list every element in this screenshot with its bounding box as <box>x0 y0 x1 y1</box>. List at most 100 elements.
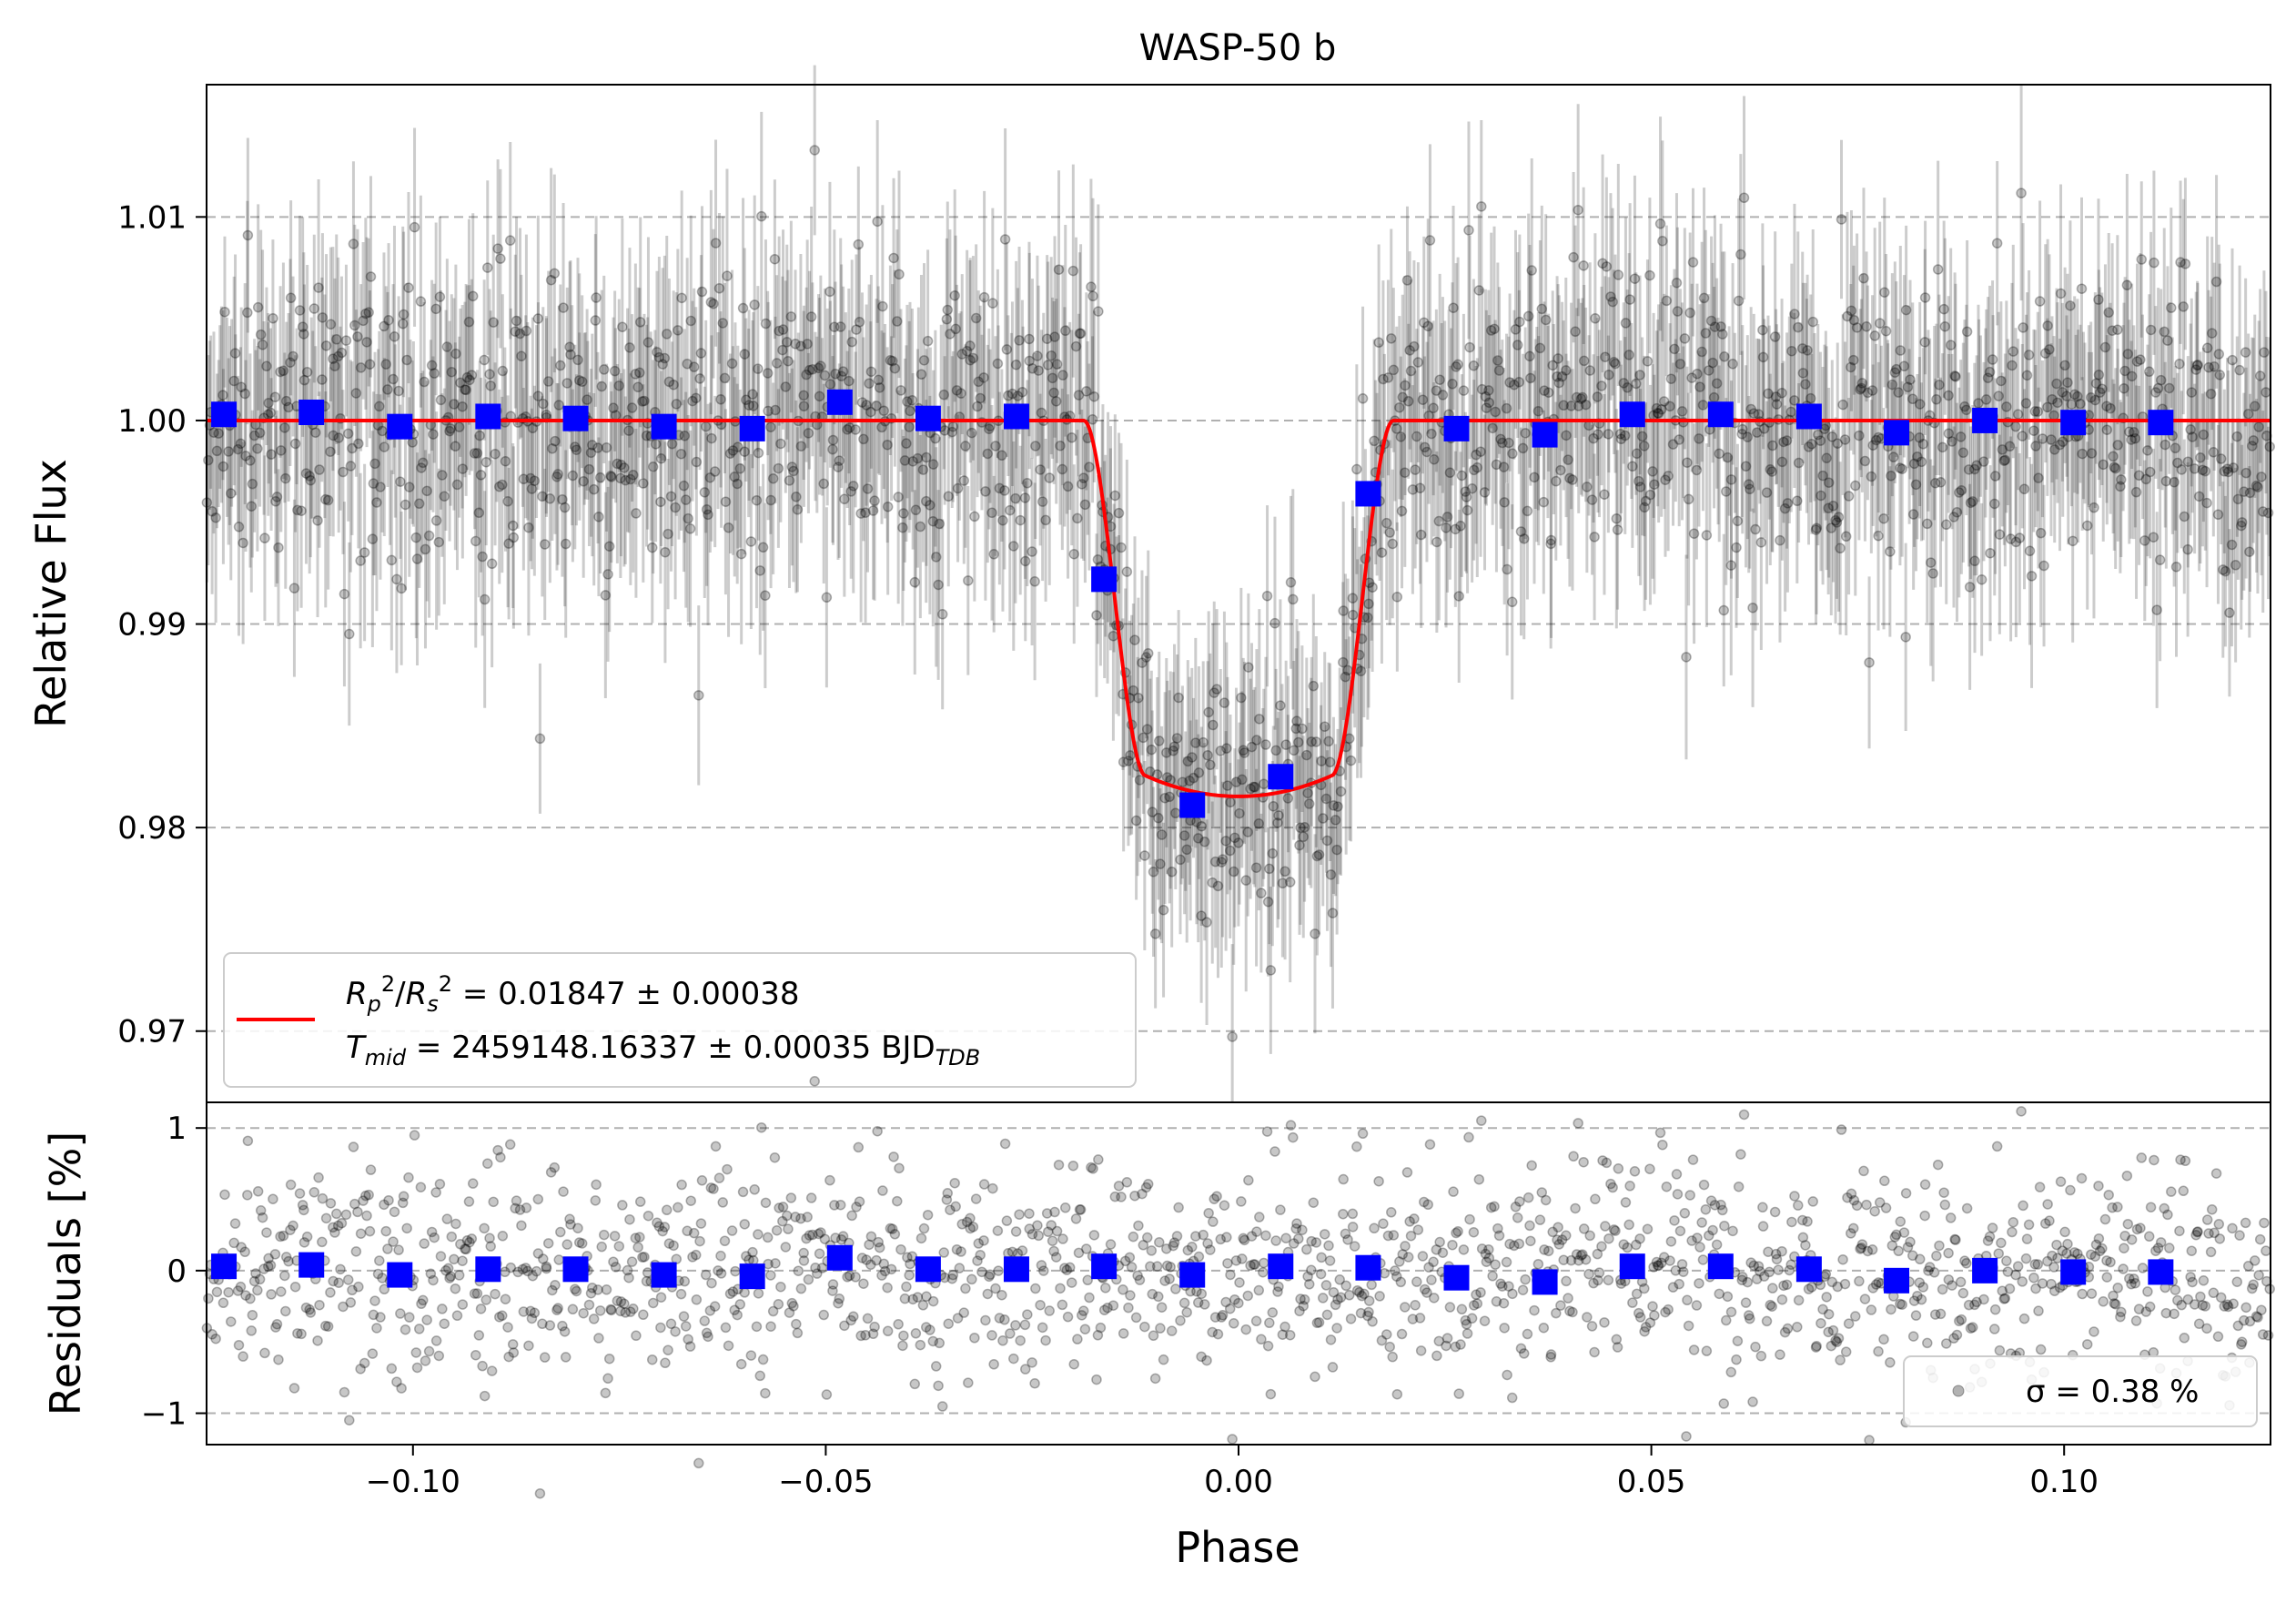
residual-raw-point <box>544 1320 556 1331</box>
residual-raw-point <box>1878 1334 1889 1345</box>
flux-raw-point <box>572 354 583 366</box>
flux-raw-point <box>1391 423 1402 434</box>
flux-raw-point <box>675 448 687 460</box>
flux-raw-point <box>1212 880 1224 892</box>
residual-raw-point <box>1928 1267 1940 1278</box>
flux-raw-point <box>1196 910 1207 921</box>
residual-raw-point <box>708 1183 719 1194</box>
residual-raw-point <box>409 1130 420 1141</box>
residual-raw-point <box>2130 1315 2142 1326</box>
flux-raw-point <box>1340 671 1351 683</box>
flux-raw-point <box>208 427 219 438</box>
flux-raw-point <box>428 429 439 440</box>
flux-raw-point <box>1148 867 1159 878</box>
residual-raw-point <box>1386 1207 1397 1218</box>
flux-raw-point <box>965 354 976 366</box>
flux-binned-point <box>1619 401 1645 428</box>
residual-raw-point <box>1415 1345 1427 1356</box>
flux-binned-point <box>915 405 941 431</box>
flux-raw-point <box>988 549 999 560</box>
residual-raw-point <box>1249 1259 1260 1270</box>
flux-raw-point <box>276 445 287 456</box>
flux-raw-point <box>1388 364 1400 376</box>
flux-raw-point <box>912 452 924 464</box>
residual-raw-point <box>1388 1230 1400 1241</box>
flux-raw-point <box>1203 706 1214 718</box>
flux-raw-point <box>1133 692 1144 704</box>
residual-raw-point <box>242 1135 254 1147</box>
residual-raw-point <box>1931 1250 1942 1262</box>
residual-raw-point <box>1483 1243 1494 1255</box>
flux-raw-point <box>435 394 447 406</box>
residual-raw-point <box>1961 1258 1972 1269</box>
flux-raw-point <box>1262 896 1274 908</box>
flux-raw-point <box>671 399 683 410</box>
residual-raw-point <box>1316 1252 1327 1263</box>
residual-raw-point <box>949 1177 960 1189</box>
flux-raw-point <box>1017 386 1028 398</box>
residual-raw-point <box>276 1286 287 1297</box>
residual-binned-point <box>562 1256 589 1283</box>
residual-raw-point <box>217 1297 229 1309</box>
flux-raw-point <box>1351 463 1362 475</box>
flux-raw-point <box>861 400 872 411</box>
flux-raw-point <box>1240 875 1251 886</box>
residual-raw-point <box>1269 1146 1280 1157</box>
flux-raw-point <box>958 475 970 486</box>
flux-raw-point <box>388 373 399 385</box>
flux-raw-point <box>1320 793 1332 805</box>
flux-raw-point <box>876 421 887 433</box>
residual-raw-point <box>1639 1283 1650 1294</box>
residual-raw-point <box>1325 1334 1337 1345</box>
residual-raw-point <box>2195 1291 2206 1303</box>
flux-raw-point <box>2180 259 2191 269</box>
residual-raw-point <box>1861 1199 1872 1211</box>
residual-raw-point <box>583 1299 595 1311</box>
flux-raw-point <box>1338 656 1349 668</box>
residual-raw-point <box>1310 1371 1320 1383</box>
flux-raw-point <box>1578 260 1589 271</box>
flux-raw-point <box>1168 746 1179 756</box>
flux-raw-point <box>886 355 898 367</box>
residual-raw-point <box>1732 1335 1744 1346</box>
flux-raw-point <box>910 504 922 516</box>
flux-raw-point <box>463 316 475 328</box>
flux-raw-point <box>1298 831 1309 843</box>
flux-raw-point <box>492 243 503 254</box>
residual-raw-point <box>1253 1284 1265 1296</box>
flux-raw-point <box>1237 774 1248 786</box>
residual-raw-point <box>2034 1182 2046 1192</box>
residual-raw-point <box>601 1284 612 1295</box>
residual-raw-point <box>1366 1279 1377 1291</box>
flux-raw-point <box>582 394 592 405</box>
flux-raw-point <box>1414 482 1426 493</box>
flux-raw-point <box>1055 440 1066 451</box>
residual-raw-point <box>1367 1316 1378 1327</box>
residual-raw-point <box>2210 1168 2222 1179</box>
flux-raw-point <box>874 382 885 393</box>
residual-raw-point <box>1387 1351 1398 1363</box>
flux-raw-point <box>410 532 422 543</box>
chart-title: WASP-50 b <box>1139 27 1337 69</box>
flux-binned-point <box>211 401 238 428</box>
flux-raw-point <box>449 399 460 410</box>
residual-raw-point <box>1738 1109 1750 1121</box>
residual-raw-point <box>1529 1304 1540 1316</box>
residual-raw-point <box>854 1196 865 1207</box>
flux-raw-point <box>1193 767 1205 778</box>
flux-raw-point <box>297 321 308 332</box>
flux-raw-point <box>1248 781 1259 793</box>
flux-raw-point <box>418 457 429 469</box>
residual-raw-point <box>925 1324 936 1335</box>
residual-raw-point <box>717 1197 728 1208</box>
flux-raw-point <box>904 421 915 432</box>
residual-raw-point <box>655 1322 666 1334</box>
residual-raw-point <box>2248 1279 2259 1290</box>
residual-raw-point <box>1919 1179 1931 1191</box>
residual-raw-point <box>2166 1186 2177 1197</box>
residual-raw-point <box>1553 1222 1563 1233</box>
residual-raw-point <box>2228 1298 2239 1310</box>
flux-raw-point <box>475 470 487 481</box>
x-tick-label: 0.00 <box>1204 1464 1273 1500</box>
flux-raw-point <box>834 455 845 466</box>
